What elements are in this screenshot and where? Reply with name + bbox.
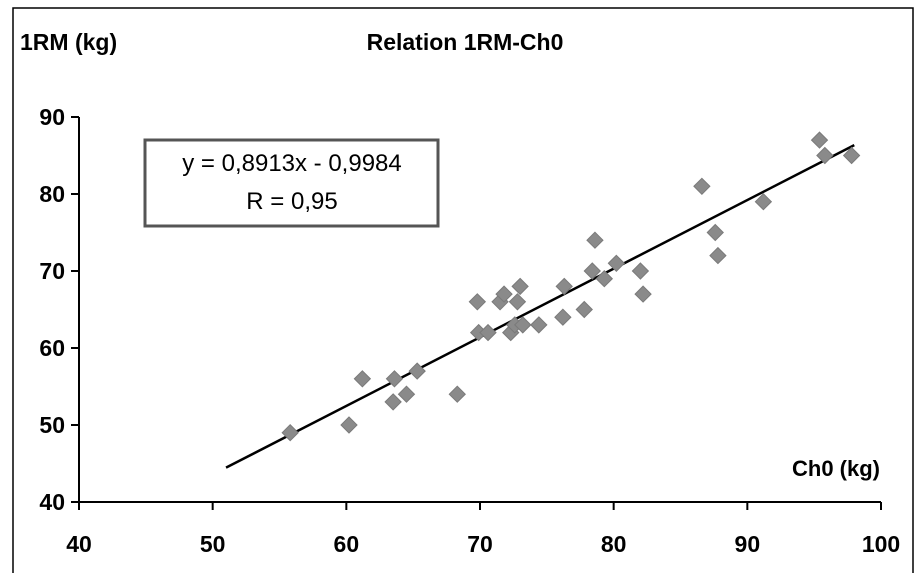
y-tick-label: 90 bbox=[39, 104, 65, 130]
y-tick-label: 60 bbox=[39, 335, 65, 361]
x-tick-label: 100 bbox=[862, 531, 900, 557]
x-tick-label: 90 bbox=[735, 531, 761, 557]
x-tick-label: 40 bbox=[66, 531, 92, 557]
y-tick-label: 50 bbox=[39, 412, 65, 438]
x-tick-label: 80 bbox=[601, 531, 627, 557]
x-tick-label: 50 bbox=[200, 531, 226, 557]
y-tick-label: 80 bbox=[39, 181, 65, 207]
x-axis-label: Ch0 (kg) bbox=[792, 456, 880, 481]
y-axis-label: 1RM (kg) bbox=[20, 29, 117, 55]
chart-frame bbox=[13, 8, 913, 573]
equation-text: y = 0,8913x - 0,9984 bbox=[182, 150, 402, 177]
y-tick-label: 40 bbox=[39, 489, 65, 515]
r-value-text: R = 0,95 bbox=[246, 188, 337, 215]
y-tick-label: 70 bbox=[39, 258, 65, 284]
chart-title: Relation 1RM-Ch0 bbox=[367, 29, 564, 55]
x-tick-label: 70 bbox=[467, 531, 493, 557]
x-tick-label: 60 bbox=[334, 531, 360, 557]
